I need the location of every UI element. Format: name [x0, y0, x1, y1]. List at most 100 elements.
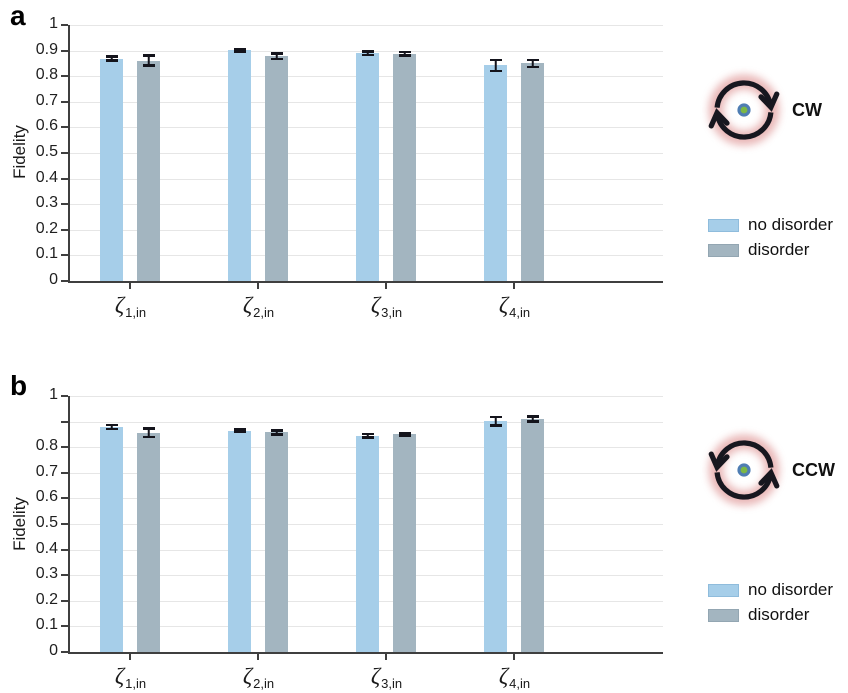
legend-label-disorder: disorder	[748, 240, 810, 259]
cw-bottom-arc	[708, 108, 774, 140]
x-category-label: ζ2,in	[208, 293, 308, 320]
y-tick-mark	[61, 548, 68, 551]
chart-panel-a: 1 0.9 0.8 0.7 0.6 0.5 0.4 0.3 0.2 0.1 0 ζ1,in ζ2,in ζ…	[36, 15, 663, 320]
error-bar-stem	[238, 47, 241, 53]
zeta-subscript: 2,in	[253, 305, 275, 320]
x-tick-mark	[257, 283, 259, 289]
y-tick-label: 0	[49, 271, 58, 288]
zeta-subscript: 3,in	[381, 305, 403, 320]
legend-panel-a: no disorder disorder	[708, 215, 833, 260]
y-tick-mark	[61, 446, 68, 449]
y-tick-label: 0.1	[35, 616, 58, 634]
y-tick-label: 0.7	[35, 462, 58, 480]
y-tick-label: 0.3	[35, 565, 58, 583]
error-bar-stem	[110, 423, 113, 431]
error-bar-stem	[366, 50, 369, 57]
error-bar	[398, 50, 411, 57]
y-tick-label: 0.5	[35, 514, 58, 531]
y-tick-label: 0.2	[35, 219, 58, 237]
y-tick-mark	[61, 395, 68, 397]
y-tick-label: 0.9	[35, 40, 58, 58]
y-tick-label: 0.5	[35, 143, 58, 160]
y-tick-label: 0.4	[35, 168, 58, 186]
zeta-subscript: 4,in	[509, 676, 531, 691]
bar-disorder	[521, 63, 544, 281]
bar-no-disorder	[356, 53, 379, 281]
error-bar-stem	[494, 415, 497, 427]
y-tick-mark	[61, 471, 68, 474]
error-bar	[526, 58, 539, 69]
x-category-label: ζ3,in	[336, 664, 436, 691]
bar-no-disorder	[228, 50, 251, 281]
error-bar-stem	[531, 58, 534, 69]
error-bar	[526, 415, 539, 423]
y-tick-mark	[61, 574, 68, 577]
y-tick-mark	[61, 75, 68, 78]
y-tick-mark	[61, 100, 68, 103]
error-bar	[105, 55, 118, 62]
y-tick-mark	[61, 625, 68, 628]
zeta-symbol: ζ	[242, 664, 253, 689]
gridline	[70, 396, 663, 397]
gridline	[70, 25, 663, 26]
x-tick-mark	[257, 654, 259, 660]
bar-disorder	[265, 56, 288, 281]
legend-label-no-disorder: no disorder	[748, 215, 834, 234]
zeta-subscript: 4,in	[509, 305, 531, 320]
y-tick-mark	[61, 420, 68, 423]
error-bar	[361, 432, 374, 439]
ccw-top-arc	[708, 440, 774, 472]
error-bar-stem	[494, 58, 497, 73]
y-tick-mark	[61, 177, 68, 180]
panel-b-letter: b	[10, 370, 28, 401]
error-bar	[361, 50, 374, 57]
zeta-subscript: 1,in	[125, 305, 147, 320]
y-tick-mark	[61, 651, 68, 653]
error-bar-stem	[403, 432, 406, 437]
error-bar	[233, 428, 246, 433]
error-bar-stem	[238, 428, 241, 433]
y-tick-mark	[61, 49, 68, 52]
error-bar-stem	[275, 429, 278, 436]
bar-no-disorder	[100, 426, 123, 652]
y-tick-mark	[61, 497, 68, 500]
error-bar	[270, 429, 283, 436]
error-bar	[105, 423, 118, 431]
y-tick-label: 1	[49, 386, 58, 403]
legend-item-no-disorder: no disorder	[708, 215, 833, 235]
bar-no-disorder	[356, 435, 379, 652]
bar-disorder	[393, 434, 416, 652]
error-bar-stem	[147, 54, 150, 67]
cw-top-arc	[714, 80, 780, 112]
zeta-symbol: ζ	[498, 664, 509, 689]
x-tick-mark	[385, 283, 387, 289]
y-tick-mark	[61, 203, 68, 206]
bar-no-disorder	[484, 421, 507, 652]
error-bar	[233, 47, 246, 53]
error-bar	[489, 415, 502, 427]
error-bar-stem	[110, 55, 113, 62]
chart-panel-b: 1 0.8 0.7 0.6 0.5 0.4 0.3 0.2 0.1 0 ζ1,in ζ2,in ζ3,i…	[36, 386, 663, 691]
y-tick-label: 0.1	[35, 245, 58, 263]
legend-swatch-no-disorder	[708, 218, 739, 232]
x-tick-mark	[385, 654, 387, 660]
zeta-subscript: 2,in	[253, 676, 275, 691]
x-category-label: ζ2,in	[208, 664, 308, 691]
bar-disorder	[265, 432, 288, 652]
error-bar-stem	[147, 427, 150, 439]
error-bar	[489, 58, 502, 73]
bar-disorder	[137, 60, 160, 281]
x-tick-mark	[513, 654, 515, 660]
x-tick-mark	[513, 283, 515, 289]
error-bar	[142, 427, 155, 439]
y-tick-mark	[61, 126, 68, 129]
x-category-label: ζ1,in	[80, 664, 180, 691]
y-tick-mark	[61, 523, 68, 525]
ccw-bottom-arc	[714, 468, 780, 500]
y-tick-label: 0.8	[35, 437, 58, 455]
legend-panel-b: no disorder disorder	[708, 580, 833, 625]
y-tick-mark	[61, 280, 68, 282]
bar-disorder	[137, 432, 160, 652]
zeta-symbol: ζ	[370, 293, 381, 318]
